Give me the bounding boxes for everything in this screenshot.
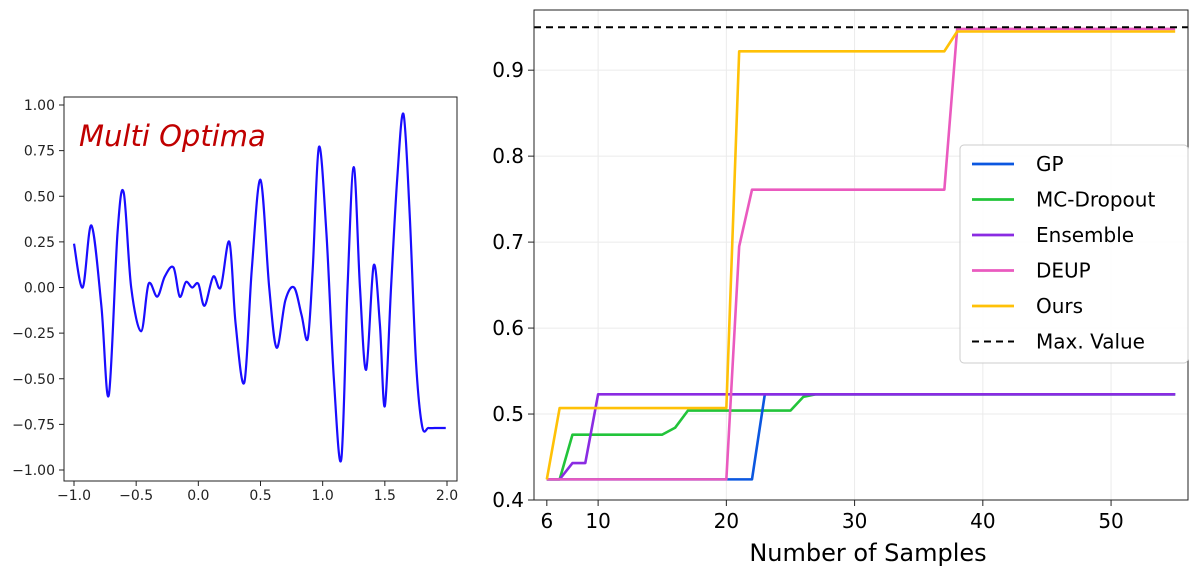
left-axis-ticks: −1.0 −0.5 0.0 0.5 1.0 1.5 2.0 1.00 0.75 0.50 0.25 0… <box>12 98 458 504</box>
left-y-tick-label: 0.75 <box>24 144 55 160</box>
legend: GP MC-Dropout Ensemble DEUP Ours Max. Value <box>959 144 1189 364</box>
left-y-tick-label: 1.00 <box>24 98 55 114</box>
left-x-tick-label: 0.0 <box>187 488 209 504</box>
left-y-tick-label: 0.50 <box>24 189 55 205</box>
samples-chart: 6 10 20 30 40 50 0.4 0.5 0.6 0.7 0.8 0.9 Number of … <box>492 9 1189 567</box>
legend-label: Ensemble <box>1036 223 1134 247</box>
legend-label: Ours <box>1036 294 1083 318</box>
multi-optima-chart: −1.0 −0.5 0.0 0.5 1.0 1.5 2.0 1.00 0.75 0.50 0.25 0… <box>12 96 458 504</box>
right-x-tick-label: 40 <box>970 509 995 533</box>
right-x-tick-label: 50 <box>1098 509 1123 533</box>
multi-optima-curve <box>72 112 446 463</box>
left-x-tick-label: 1.0 <box>312 488 334 504</box>
right-y-tick-label: 0.9 <box>492 58 524 82</box>
series-line-ours <box>545 30 1176 480</box>
legend-label: DEUP <box>1036 259 1091 283</box>
right-y-tick-label: 0.7 <box>492 230 524 254</box>
left-x-tick-label: −1.0 <box>57 488 91 504</box>
right-x-tick-label: 10 <box>585 509 610 533</box>
left-y-tick-label: −1.00 <box>12 463 55 479</box>
legend-label: GP <box>1036 152 1064 176</box>
left-y-tick-label: −0.50 <box>12 372 55 388</box>
right-x-tick-label: 30 <box>842 509 867 533</box>
left-x-tick-label: −0.5 <box>119 488 153 504</box>
left-y-tick-label: −0.75 <box>12 417 55 433</box>
legend-label: Max. Value <box>1036 330 1145 354</box>
left-y-tick-label: −0.25 <box>12 326 55 342</box>
right-y-tick-label: 0.4 <box>492 488 524 512</box>
left-x-tick-label: 1.5 <box>374 488 396 504</box>
right-y-tick-label: 0.8 <box>492 144 524 168</box>
right-axis-ticks: 6 10 20 30 40 50 0.4 0.5 0.6 0.7 0.8 0.9 <box>492 58 1124 533</box>
series-line-deup <box>546 27 1176 481</box>
right-x-tick-label: 6 <box>540 509 553 533</box>
x-axis-label: Number of Samples <box>749 539 986 567</box>
right-y-tick-label: 0.5 <box>492 402 524 426</box>
right-y-tick-label: 0.6 <box>492 316 524 340</box>
chart-annotation: Multi Optima <box>79 119 266 153</box>
left-series-group <box>72 112 446 463</box>
right-x-tick-label: 20 <box>714 509 739 533</box>
legend-label: MC-Dropout <box>1036 188 1155 212</box>
left-y-tick-label: 0.00 <box>24 281 55 297</box>
legend-box <box>959 144 1189 364</box>
legend-items: GP MC-Dropout Ensemble DEUP Ours Max. Value <box>972 152 1155 354</box>
left-x-tick-label: 2.0 <box>436 488 458 504</box>
left-x-tick-label: 0.5 <box>249 488 271 504</box>
left-y-tick-label: 0.25 <box>24 235 55 251</box>
right-series-group <box>534 26 1188 481</box>
